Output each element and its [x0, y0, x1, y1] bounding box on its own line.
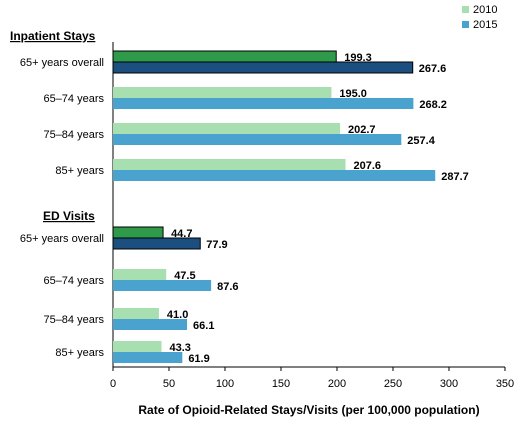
x-tick-label: 0	[110, 378, 116, 390]
data-label-2015: 267.6	[419, 63, 447, 75]
bar-2010	[113, 159, 346, 170]
bar-2010	[113, 87, 332, 98]
x-tick-label: 250	[384, 378, 402, 390]
category-label: 85+ years	[55, 165, 104, 177]
data-label-2010: 199.3	[344, 52, 372, 64]
data-label-2015: 66.1	[193, 320, 214, 332]
x-tick-label: 150	[272, 378, 290, 390]
legend-label-2010: 2010	[473, 4, 497, 16]
bar-2015	[112, 237, 201, 250]
bar-2015	[112, 61, 414, 74]
data-label-2015: 87.6	[217, 281, 238, 293]
data-label-2010: 41.0	[167, 309, 188, 321]
data-label-2015: 61.9	[188, 353, 209, 365]
bar-2010	[113, 123, 341, 134]
category-label: 65–74 years	[43, 93, 104, 105]
bar-2010	[112, 50, 337, 63]
data-label-2010: 43.3	[169, 342, 190, 354]
bar-2015	[113, 319, 188, 330]
bar-2015	[113, 352, 183, 363]
bar-2010	[113, 269, 167, 280]
x-tick-label: 200	[328, 378, 346, 390]
legend-swatch-2015	[462, 21, 469, 28]
data-label-2010: 47.5	[174, 270, 195, 282]
data-label-2015: 268.2	[419, 99, 447, 111]
category-label: 75–84 years	[43, 314, 104, 326]
x-tick-label: 50	[163, 378, 175, 390]
category-label: 85+ years	[55, 347, 104, 359]
data-label-2010: 207.6	[354, 160, 382, 172]
legend-label-2015: 2015	[473, 19, 497, 31]
data-label-2010: 195.0	[339, 88, 367, 100]
data-label-2015: 257.4	[407, 135, 435, 147]
bar-2015	[113, 170, 436, 181]
bar-2010	[112, 226, 164, 239]
bar-2015	[113, 98, 414, 109]
bar-2010	[113, 308, 159, 319]
x-axis-title: Rate of Opioid-Related Stays/Visits (per…	[138, 403, 479, 417]
data-label-2010: 44.7	[171, 228, 192, 240]
bar-2015	[113, 134, 402, 145]
section-title: ED Visits	[43, 209, 95, 223]
data-label-2010: 202.7	[348, 124, 376, 136]
data-label-2015: 287.7	[441, 171, 469, 183]
bar-2015	[113, 280, 212, 291]
section-title: Inpatient Stays	[10, 29, 96, 43]
category-label: 65–74 years	[43, 275, 104, 287]
category-label: 65+ years overall	[20, 57, 104, 69]
data-label-2015: 77.9	[206, 239, 227, 251]
x-tick-label: 300	[440, 378, 458, 390]
category-label: 75–84 years	[43, 129, 104, 141]
x-tick-label: 100	[216, 378, 234, 390]
category-label: 65+ years overall	[20, 233, 104, 245]
legend-swatch-2010	[462, 6, 469, 13]
x-tick-label: 350	[496, 378, 514, 390]
bar-2010	[113, 341, 162, 352]
